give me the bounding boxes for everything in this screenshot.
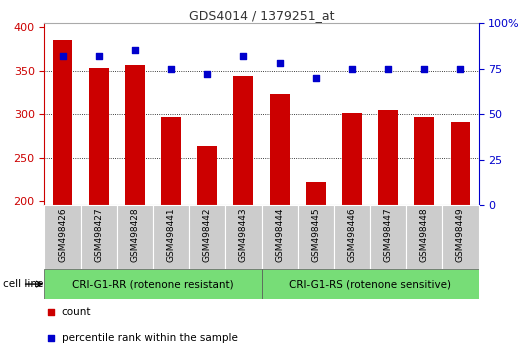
Point <box>239 53 247 59</box>
Bar <box>225 205 262 269</box>
Text: percentile rank within the sample: percentile rank within the sample <box>62 333 237 343</box>
Bar <box>262 205 298 269</box>
Bar <box>370 205 406 269</box>
Bar <box>378 110 398 205</box>
Bar <box>125 65 145 205</box>
Bar <box>270 94 290 205</box>
Text: GSM498442: GSM498442 <box>203 207 212 262</box>
Bar <box>233 76 253 205</box>
Text: GSM498426: GSM498426 <box>58 207 67 262</box>
Text: GSM498449: GSM498449 <box>456 207 465 262</box>
Point <box>316 7 325 13</box>
Text: count: count <box>62 307 92 318</box>
Text: CRI-G1-RS (rotenone sensitive): CRI-G1-RS (rotenone sensitive) <box>289 279 451 289</box>
Point <box>348 66 356 72</box>
Bar <box>189 205 225 269</box>
Text: GSM498441: GSM498441 <box>166 207 176 262</box>
Bar <box>342 113 362 205</box>
Text: GSM498443: GSM498443 <box>239 207 248 262</box>
Bar <box>442 205 479 269</box>
Bar <box>117 205 153 269</box>
Bar <box>89 68 109 205</box>
Text: GSM498448: GSM498448 <box>420 207 429 262</box>
Bar <box>450 122 470 205</box>
Text: GSM498445: GSM498445 <box>311 207 320 262</box>
Bar <box>161 117 181 205</box>
Bar <box>298 205 334 269</box>
Title: GDS4014 / 1379251_at: GDS4014 / 1379251_at <box>189 9 334 22</box>
Bar <box>306 182 326 205</box>
Bar <box>406 205 442 269</box>
Bar <box>414 117 434 205</box>
Text: GSM498444: GSM498444 <box>275 207 284 262</box>
Point <box>203 71 211 77</box>
Text: cell line: cell line <box>3 279 43 289</box>
Bar <box>262 269 479 299</box>
Point <box>420 66 428 72</box>
Text: GSM498428: GSM498428 <box>130 207 140 262</box>
Text: GSM498447: GSM498447 <box>383 207 393 262</box>
Text: GSM498446: GSM498446 <box>347 207 357 262</box>
Point <box>59 53 67 59</box>
Bar <box>44 205 81 269</box>
Bar <box>53 40 73 205</box>
Point <box>95 53 103 59</box>
Bar <box>334 205 370 269</box>
Bar <box>197 146 217 205</box>
Point <box>131 47 139 53</box>
Text: GSM498427: GSM498427 <box>94 207 103 262</box>
Point <box>456 66 464 72</box>
Bar <box>44 269 262 299</box>
Point <box>316 238 325 243</box>
Text: CRI-G1-RR (rotenone resistant): CRI-G1-RR (rotenone resistant) <box>72 279 234 289</box>
Bar <box>81 205 117 269</box>
Point <box>276 60 284 66</box>
Bar <box>153 205 189 269</box>
Point <box>312 75 320 80</box>
Point <box>167 66 175 72</box>
Point <box>384 66 392 72</box>
